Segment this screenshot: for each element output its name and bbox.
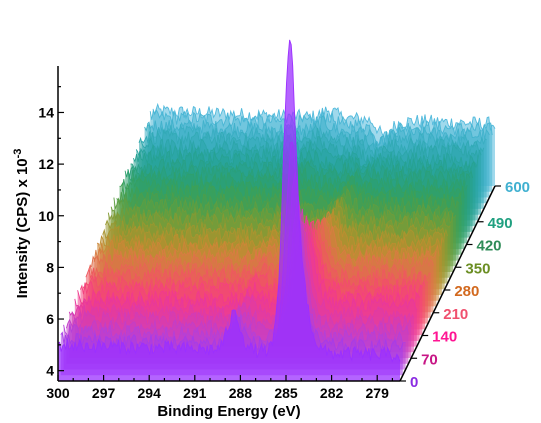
y-axis-title-exponent: -3 (12, 149, 24, 159)
y-tick-label: 12 (38, 156, 54, 172)
series-line-25 (127, 160, 471, 186)
series-line-8 (79, 220, 423, 299)
depth-tick-label: 600 (505, 179, 530, 196)
series-line-16 (102, 210, 446, 245)
axes-layer (57, 66, 496, 382)
series-line-30 (141, 127, 485, 160)
x-tick-label: 282 (320, 385, 344, 401)
y-tick-label: 4 (46, 363, 54, 379)
depth-tick-label: 420 (477, 238, 502, 255)
series-line-15 (99, 208, 443, 251)
series-line-18 (107, 197, 451, 231)
series-line-11 (88, 218, 431, 280)
depth-tick-label: 210 (443, 306, 468, 323)
x-tick-label: 297 (92, 385, 116, 401)
depth-tick-label: 140 (432, 329, 457, 346)
series-line-4 (68, 207, 412, 329)
depth-tick-label: 350 (465, 260, 490, 277)
x-tick-label: 300 (46, 385, 70, 401)
ticks-layer: 4 6 8 10 12 14 300 297 294 291 288 285 282 279 070 140 2… (38, 86, 530, 401)
series-line-32 (147, 114, 490, 148)
y-axis-title: Intensity (CPS) x 10-3 (12, 149, 31, 299)
x-axis-title: Binding Energy (eV) (157, 403, 300, 420)
y-tick-label: 6 (46, 311, 54, 327)
depth-tick-label: 0 (410, 374, 418, 391)
x-tick-label: 288 (229, 385, 253, 401)
x-tick-label: 279 (366, 385, 390, 401)
x-tick-label: 285 (274, 385, 298, 401)
depth-axis-line (399, 185, 496, 382)
x-tick-label: 294 (138, 385, 162, 401)
x-tick-label: 291 (183, 385, 207, 401)
series-line-0 (57, 39, 401, 363)
y-tick-label: 8 (46, 259, 54, 275)
y-axis-title-main: Intensity (CPS) x 10 (14, 158, 31, 298)
depth-tick-label: 70 (421, 351, 438, 368)
depth-tick-label: 280 (454, 283, 479, 300)
depth-tick-label: 490 (488, 215, 513, 232)
y-tick-label: 14 (38, 104, 54, 120)
series-layer (57, 39, 496, 382)
series-line-17 (105, 199, 448, 239)
y-tick-label: 10 (38, 208, 54, 224)
series-line-10 (85, 218, 429, 286)
